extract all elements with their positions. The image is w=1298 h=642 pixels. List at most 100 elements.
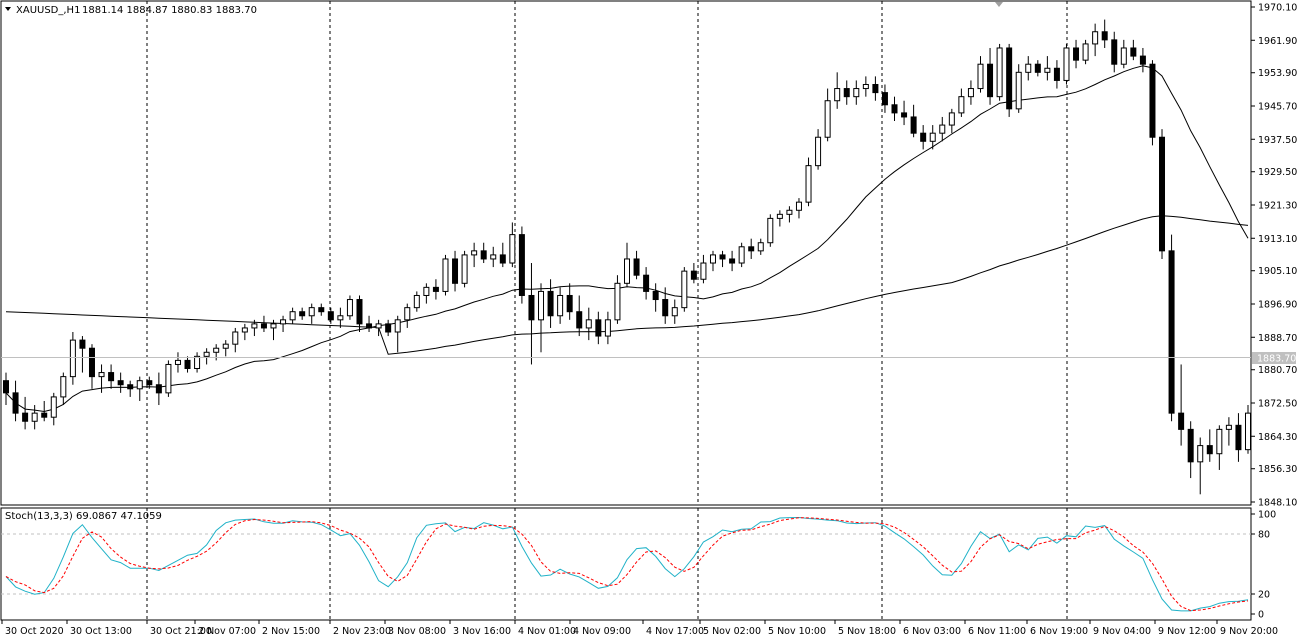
candle-bear <box>1034 63 1041 73</box>
candle-bear <box>1206 445 1213 455</box>
candle-bull <box>251 323 258 329</box>
time-axis-label: 3 Nov 16:00 <box>453 626 511 637</box>
candle-bear <box>595 319 602 337</box>
price-axis-label: 1913.10 <box>1258 234 1297 245</box>
candle-bear <box>576 311 583 329</box>
current-price-text: 1883.70 <box>1257 354 1296 365</box>
candle-bull <box>1092 31 1099 45</box>
candle-bear <box>1111 39 1118 65</box>
candle-bull <box>967 88 974 98</box>
price-axis-label: 1856.30 <box>1258 464 1297 475</box>
candle-bear <box>690 270 697 280</box>
candle-bull <box>700 262 707 280</box>
candle-bear <box>662 299 669 317</box>
candle-bear <box>901 112 908 118</box>
candle-bull <box>624 258 630 284</box>
candle-bull <box>1225 424 1232 430</box>
stoch-axis: 100 80 20 0 <box>1251 510 1276 621</box>
candle-bull <box>423 286 430 296</box>
candle-bear <box>987 63 994 98</box>
candle-bull <box>604 319 611 337</box>
candle-bear <box>318 307 325 313</box>
candle-bull <box>1044 67 1051 73</box>
stoch-signal-line <box>5 517 1249 612</box>
candle-bull <box>996 47 1003 98</box>
candle-bear <box>1139 55 1146 65</box>
candle-bear <box>920 132 927 142</box>
candle-bull <box>853 88 860 98</box>
candle-bull <box>939 124 946 134</box>
candle-bear <box>872 83 879 94</box>
candle-bear <box>881 92 888 106</box>
candle-bear <box>643 274 650 292</box>
candle-bull <box>1063 47 1070 81</box>
price-axis-label: 1864.30 <box>1258 432 1297 443</box>
shift-marker-icon[interactable] <box>995 2 1003 7</box>
candle-bear <box>1073 47 1080 61</box>
time-axis-label: 30 Oct 2020 <box>5 626 64 637</box>
candle-bull <box>1015 71 1022 110</box>
candle-bull <box>270 323 277 329</box>
candle-bull <box>69 339 76 378</box>
stochastic-lines <box>5 516 1249 612</box>
candle-bull <box>394 319 401 333</box>
candle-bear <box>1149 63 1156 138</box>
candle-bull <box>614 282 621 321</box>
time-axis-label: 9 Nov 20:00 <box>1220 626 1278 637</box>
candle-bull <box>1120 47 1127 65</box>
candle-bear <box>1187 428 1194 463</box>
candle-bear <box>79 339 86 349</box>
candle-bear <box>117 380 124 386</box>
candle-bull <box>757 242 764 252</box>
candle-bull <box>31 412 38 422</box>
candle-bear <box>41 412 48 418</box>
price-axis-label: 1970.10 <box>1258 3 1297 14</box>
time-axis: 30 Oct 2020 30 Oct 13:00 30 Oct 21:002 Nov… <box>1 620 1278 637</box>
candle-bull <box>471 250 478 256</box>
candle-bear <box>1168 250 1175 414</box>
candle-bear <box>1159 136 1166 252</box>
candle-bull <box>346 299 353 317</box>
candle-bull <box>557 294 564 317</box>
price-axis-label: 1961.90 <box>1258 36 1297 47</box>
candle-bull <box>490 254 497 260</box>
candle-bull <box>834 88 841 102</box>
time-axis-label: 2 Nov 07:00 <box>198 626 256 637</box>
price-axis-label: 1905.10 <box>1258 266 1297 277</box>
candle-bear <box>499 254 506 264</box>
candle-bull <box>203 351 210 357</box>
stoch-axis-label: 20 <box>1258 590 1270 601</box>
stoch-panel-frame <box>0 507 1252 621</box>
candle-bear <box>3 380 9 394</box>
candle-bear <box>108 372 115 382</box>
candles <box>3 19 1251 495</box>
candle-bull <box>98 372 105 378</box>
candle-bull <box>337 315 344 321</box>
grid-lines <box>1 1 1251 620</box>
time-axis-label: 30 Oct 21:00 <box>150 626 212 637</box>
candle-bull <box>815 136 822 167</box>
time-axis-label: 2 Nov 23:00 <box>333 626 391 637</box>
time-axis-label: 6 Nov 03:00 <box>903 626 961 637</box>
candle-bear <box>146 380 153 386</box>
stoch-axis-label: 80 <box>1258 530 1270 541</box>
candle-bull <box>413 294 420 309</box>
candle-bear <box>566 294 573 313</box>
candle-bull <box>929 132 936 142</box>
candle-bull <box>404 307 411 321</box>
price-axis-label: 1848.10 <box>1258 498 1297 509</box>
candle-bull <box>786 209 793 215</box>
candle-bear <box>748 246 755 252</box>
candle-bear <box>184 359 191 370</box>
price-axis-label: 1945.70 <box>1258 102 1297 113</box>
candle-bull <box>671 307 678 317</box>
candle-bear <box>719 254 726 260</box>
candle-bull <box>165 363 172 394</box>
dropdown-arrow-icon[interactable] <box>5 7 11 11</box>
candle-bull <box>60 376 67 398</box>
candle-bull <box>709 254 716 264</box>
candle-bull <box>776 213 783 219</box>
candle-bull <box>222 343 229 349</box>
candle-bear <box>729 258 736 264</box>
